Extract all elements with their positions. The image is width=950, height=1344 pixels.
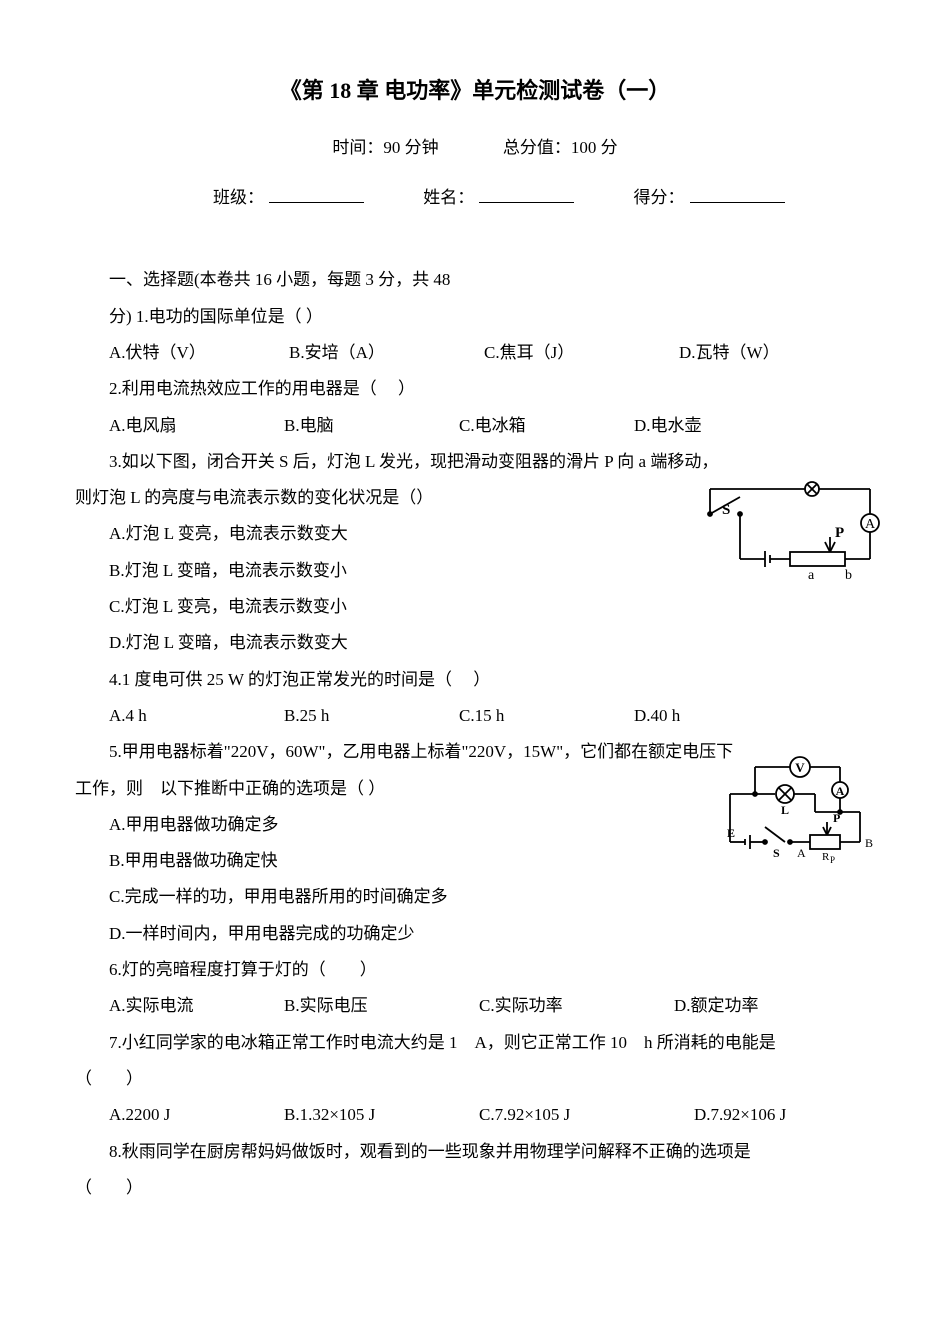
exam-subtitle: 时间：90 分钟 总分值：100 分 — [75, 132, 875, 164]
q4-opt-c: C.15 h — [459, 700, 634, 732]
q1-opt-b: B.安培（A） — [289, 337, 484, 369]
svg-text:a: a — [808, 568, 815, 583]
total-score-label: 总分值：100 分 — [503, 138, 618, 157]
q5-opt-d: D.一样时间内，甲用电器完成的功确定少 — [75, 918, 875, 950]
class-input-line — [269, 184, 364, 203]
svg-text:A: A — [865, 517, 876, 532]
question-6: 6.灯的亮暗程度打算于灯的（ ） — [75, 954, 875, 986]
q3-opt-c: C.灯泡 L 变亮，电流表示数变小 — [75, 591, 875, 623]
q4-opt-a: A.4 h — [109, 700, 284, 732]
section-1-title: 一、选择题(本卷共 16 小题，每题 3 分，共 48 — [75, 264, 875, 296]
svg-text:E: E — [727, 826, 735, 840]
q6-opt-c: C.实际功率 — [479, 990, 674, 1022]
q7-opt-c: C.7.92×105 J — [479, 1099, 694, 1131]
q6-opt-d: D.额定功率 — [674, 990, 759, 1022]
svg-text:b: b — [845, 568, 852, 583]
svg-text:P: P — [830, 855, 835, 865]
q7-opt-b: B.1.32×105 J — [284, 1099, 479, 1131]
q1-opt-c: C.焦耳（J） — [484, 337, 679, 369]
svg-text:S: S — [773, 846, 780, 860]
q2-opt-b: B.电脑 — [284, 410, 459, 442]
q2-opt-a: A.电风扇 — [109, 410, 284, 442]
name-label: 姓名： — [423, 188, 474, 207]
question-7-line1: 7.小红同学家的电冰箱正常工作时电流大约是 1 A，则它正常工作 10 h 所消… — [75, 1027, 875, 1059]
question-4: 4.1 度电可供 25 W 的灯泡正常发光的时间是（ ） — [75, 664, 875, 696]
q2-opt-d: D.电水壶 — [634, 410, 702, 442]
question-1: 分) 1.电功的国际单位是（ ） — [75, 301, 875, 333]
q4-opt-b: B.25 h — [284, 700, 459, 732]
class-label: 班级： — [213, 188, 264, 207]
question-4-options: A.4 h B.25 h C.15 h D.40 h — [75, 700, 875, 732]
q7-opt-d: D.7.92×106 J — [694, 1099, 786, 1131]
name-input-line — [479, 184, 574, 203]
q1-opt-a: A.伏特（V） — [109, 337, 289, 369]
q6-opt-a: A.实际电流 — [109, 990, 284, 1022]
score-input-line — [690, 184, 785, 203]
q4-opt-d: D.40 h — [634, 700, 680, 732]
svg-text:V: V — [795, 760, 805, 775]
svg-text:L: L — [781, 803, 789, 817]
q1-opt-d: D.瓦特（W） — [679, 337, 780, 369]
question-6-options: A.实际电流 B.实际电压 C.实际功率 D.额定功率 — [75, 990, 875, 1022]
question-2-options: A.电风扇 B.电脑 C.电冰箱 D.电水壶 — [75, 410, 875, 442]
score-label: 得分： — [634, 188, 685, 207]
exam-title: 《第 18 章 电功率》单元检测试卷（一） — [75, 70, 875, 112]
svg-text:R: R — [822, 851, 830, 863]
svg-text:S: S — [722, 502, 730, 518]
question-8-line2: （ ） — [75, 1172, 875, 1204]
svg-text:A: A — [836, 784, 845, 798]
circuit-diagram-2: V A — [715, 752, 875, 867]
svg-text:P: P — [833, 811, 840, 825]
question-8-line1: 8.秋雨同学在厨房帮妈妈做饭时，观看到的一些现象并用物理学问解释不正确的选项是 — [75, 1136, 875, 1168]
q6-opt-b: B.实际电压 — [284, 990, 479, 1022]
circuit-diagram-1: A S P a b — [690, 479, 890, 584]
svg-text:B: B — [865, 836, 873, 850]
questions-content: A S P a b — [75, 264, 875, 1204]
question-2: 2.利用电流热效应工作的用电器是（ ） — [75, 373, 875, 405]
question-7-options: A.2200 J B.1.32×105 J C.7.92×105 J D.7.9… — [75, 1099, 875, 1131]
q7-opt-a: A.2200 J — [109, 1099, 284, 1131]
q2-opt-c: C.电冰箱 — [459, 410, 634, 442]
svg-text:A: A — [797, 846, 806, 860]
question-3-line1: 3.如以下图，闭合开关 S 后，灯泡 L 发光，现把滑动变阻器的滑片 P 向 a… — [75, 446, 875, 478]
svg-text:P: P — [835, 525, 844, 541]
q5-opt-c: C.完成一样的功，甲用电器所用的时间确定多 — [75, 881, 875, 913]
student-info-line: 班级： 姓名： 得分： — [75, 182, 875, 214]
question-1-options: A.伏特（V） B.安培（A） C.焦耳（J） D.瓦特（W） — [75, 337, 875, 369]
time-label: 时间：90 分钟 — [332, 138, 438, 157]
question-7-line2: （ ） — [75, 1063, 875, 1095]
q3-opt-d: D.灯泡 L 变暗，电流表示数变大 — [75, 627, 875, 659]
